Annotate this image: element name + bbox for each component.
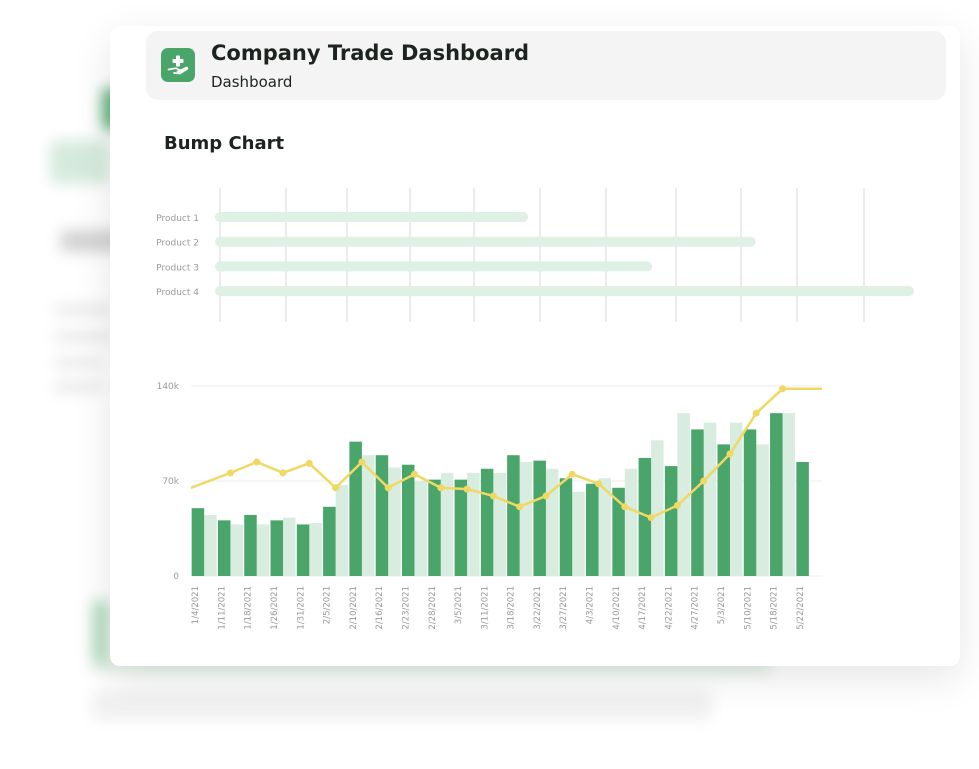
- hand-plus-icon[interactable]: [161, 48, 195, 82]
- breadcrumb: Dashboard: [211, 73, 293, 91]
- bg-bar: [92, 600, 110, 670]
- dashboard-card: [110, 26, 960, 666]
- bg-label-4: [54, 382, 104, 392]
- app-header: Company Trade Dashboard Dashboard: [146, 31, 946, 100]
- bg-label-1: [54, 305, 114, 315]
- bg-badge: [50, 140, 110, 184]
- app-title: Company Trade Dashboard: [211, 41, 530, 65]
- bg-label-2: [54, 332, 114, 342]
- bg-tick-labels: [92, 690, 712, 720]
- section-title: Bump Chart: [164, 133, 285, 154]
- bg-label-3: [54, 358, 104, 368]
